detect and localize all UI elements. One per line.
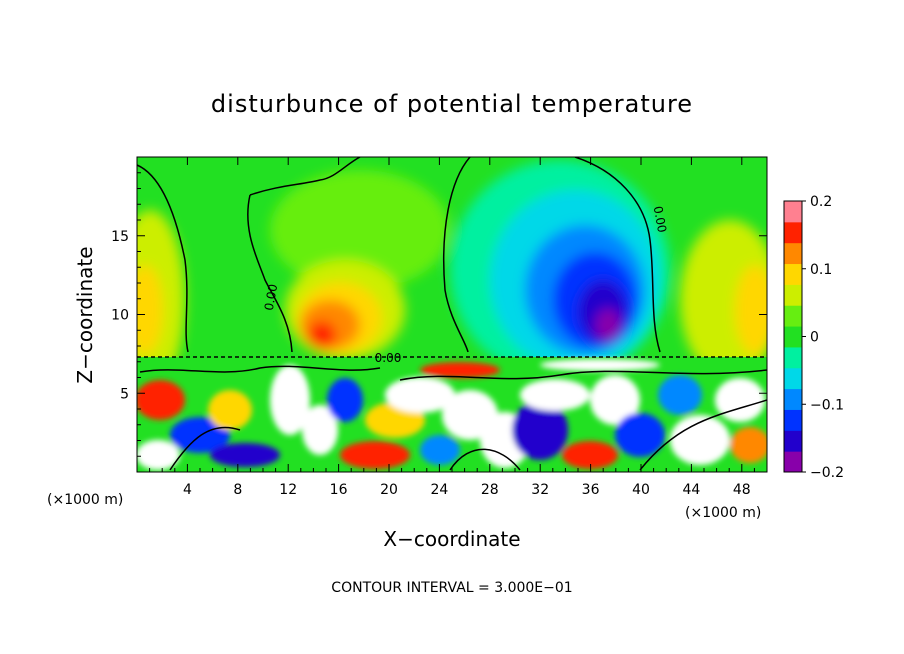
x-tick-label: 28	[481, 482, 499, 498]
contour-label-3: 0.00	[375, 351, 402, 365]
x-tick-label: 20	[380, 482, 398, 498]
colorbar-swatch	[784, 305, 802, 327]
colorbar-swatch	[784, 430, 802, 452]
colorbar: 0.2 0.1 0 −0.1 −0.2	[783, 194, 844, 481]
colorbar-swatch	[784, 201, 802, 223]
x-axis-label: X−coordinate	[383, 527, 520, 551]
x-unit-left: (×1000 m)	[47, 492, 123, 508]
x-tick-label: 24	[430, 482, 448, 498]
x-tick-label: 8	[233, 482, 242, 498]
x-unit-right: (×1000 m)	[685, 505, 761, 521]
x-tick-label: 12	[279, 482, 297, 498]
colorbar-tick-label: 0.2	[810, 194, 832, 210]
contour-label-1: 0.00	[651, 205, 669, 234]
chart-title: disturbunce of potential temperature	[211, 90, 693, 118]
x-tick-label: 36	[582, 482, 600, 498]
colorbar-swatch	[784, 326, 802, 348]
colorbar-tick-label: −0.2	[810, 465, 844, 481]
colorbar-tick-label: 0	[810, 330, 819, 346]
colorbar-tick-label: −0.1	[810, 397, 844, 413]
colorbar-swatch	[784, 388, 802, 410]
colorbar-tick-label: 0.1	[810, 262, 832, 278]
colorbar-swatch	[784, 409, 802, 431]
plot-area: 0.00 0.00 0.00	[137, 157, 767, 472]
y-axis: 5 10 15	[111, 172, 767, 457]
contour-interval: CONTOUR INTERVAL = 3.000E−01	[331, 580, 572, 596]
x-tick-label: 4	[183, 482, 192, 498]
colorbar-swatch	[784, 284, 802, 306]
y-tick-label: 15	[111, 229, 129, 245]
x-axis: 4 8 12 16 20 24 28 32 36 40 44 48	[149, 157, 755, 498]
colorbar-swatch	[784, 263, 802, 285]
colorbar-swatch	[784, 367, 802, 390]
x-tick-label: 40	[632, 482, 650, 498]
x-tick-label: 48	[733, 482, 751, 498]
colorbar-swatch	[784, 242, 802, 265]
x-tick-label: 32	[531, 482, 549, 498]
colorbar-swatch	[784, 451, 802, 473]
colorbar-swatch	[784, 346, 802, 369]
contour-label-2: 0.00	[262, 283, 280, 312]
x-tick-label: 16	[330, 482, 348, 498]
y-axis-label: Z−coordinate	[73, 246, 97, 383]
x-tick-label: 44	[682, 482, 700, 498]
y-tick-label: 5	[120, 386, 129, 402]
colorbar-swatch	[784, 221, 802, 244]
contour-lines	[137, 157, 767, 471]
y-tick-label: 10	[111, 308, 129, 324]
turbulent-layer	[137, 357, 767, 472]
